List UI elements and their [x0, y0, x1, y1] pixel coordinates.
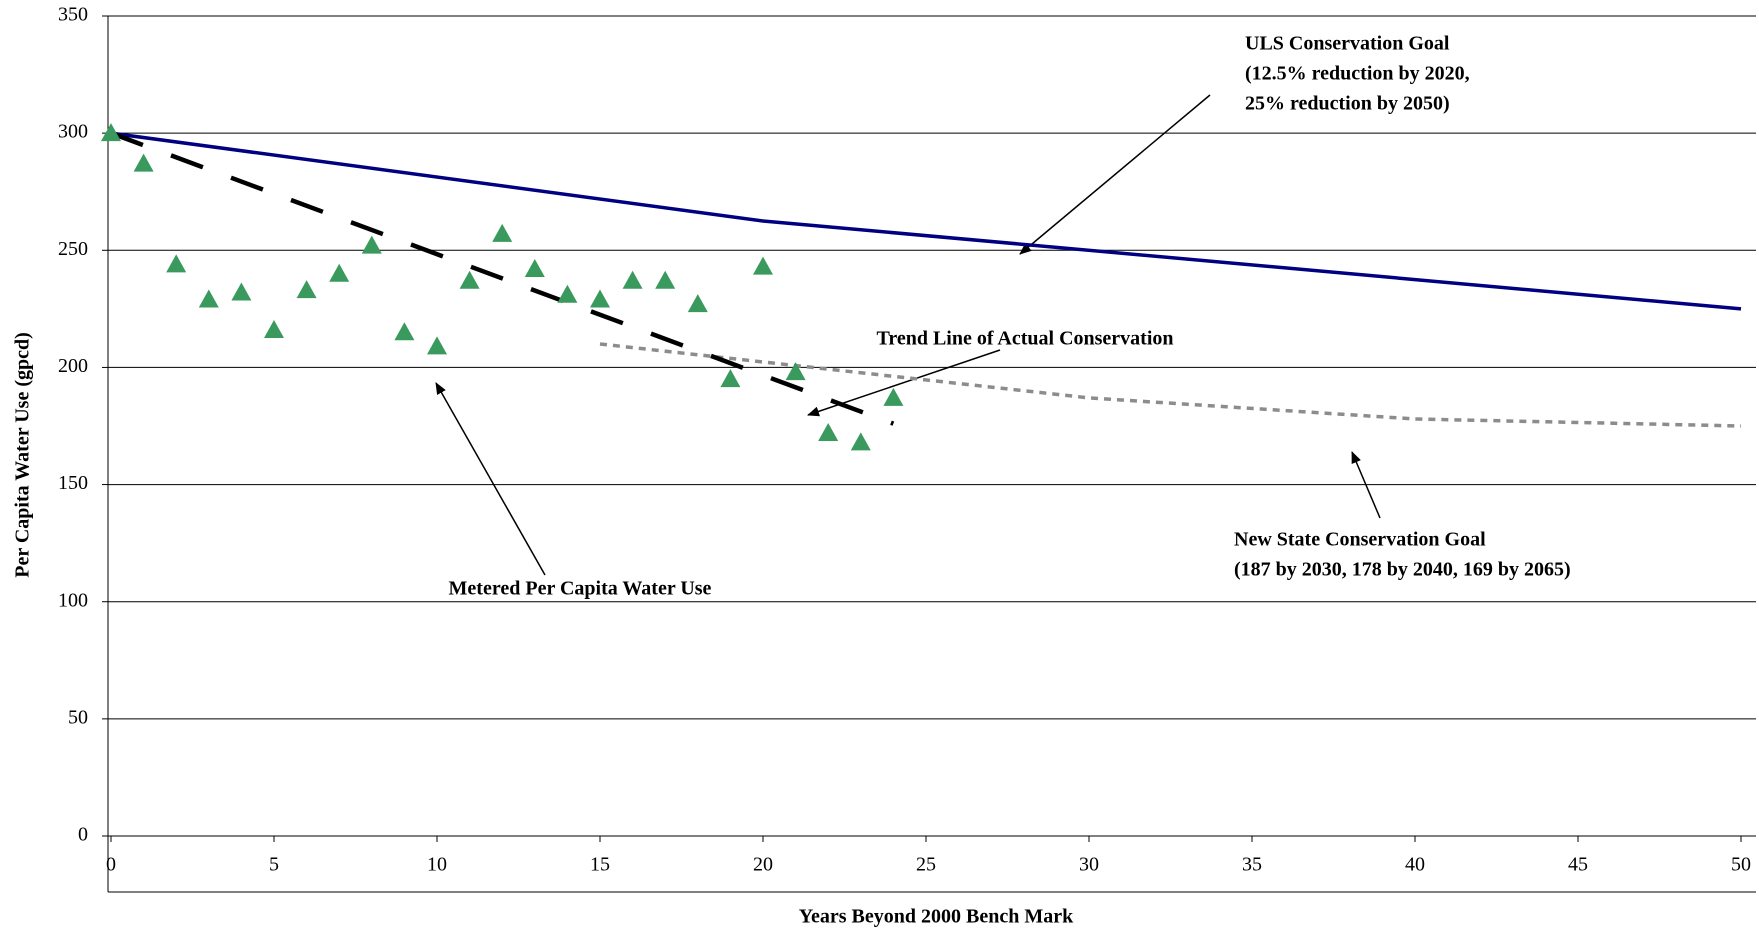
y-tick-label: 350: [58, 4, 88, 26]
marker: [687, 294, 708, 313]
marker: [655, 270, 676, 289]
marker: [459, 270, 480, 289]
y-tick-label: 250: [58, 238, 88, 260]
x-tick-label: 25: [916, 854, 936, 876]
marker: [133, 153, 154, 172]
marker: [883, 387, 904, 406]
arrow: [1019, 94, 1211, 255]
marker: [427, 336, 447, 355]
x-tick-label: 5: [269, 854, 279, 876]
y-tick-label: 200: [58, 355, 88, 377]
marker: [720, 369, 741, 388]
y-tick-label: 0: [78, 824, 88, 846]
marker: [264, 319, 284, 338]
marker: [818, 423, 839, 442]
marker: [785, 362, 806, 381]
x-tick-label: 35: [1242, 854, 1262, 876]
y-tick-label: 150: [58, 472, 88, 494]
x-tick-label: 30: [1079, 854, 1099, 876]
x-axis-title: Years Beyond 2000 Bench Mark: [799, 906, 1074, 928]
x-tick-label: 10: [427, 854, 447, 876]
x-tick-label: 15: [590, 854, 610, 876]
arrow: [435, 382, 546, 576]
marker: [101, 123, 121, 142]
y-tick-label: 300: [58, 121, 88, 143]
marker: [622, 270, 643, 289]
y-axis-title: Per Capita Water Use (gpcd): [12, 332, 34, 578]
y-tick-label: 50: [68, 706, 88, 728]
marker: [492, 223, 513, 242]
x-tick-label: 45: [1568, 854, 1588, 876]
line: [110, 131, 895, 426]
marker: [524, 259, 545, 278]
marker: [590, 289, 610, 308]
marker: [753, 256, 773, 275]
x-tick-label: 0: [106, 854, 116, 876]
marker: [361, 235, 382, 254]
marker: [850, 432, 871, 451]
line: [110, 131, 1742, 311]
annotation: Metered Per Capita Water Use: [449, 578, 712, 600]
marker: [394, 322, 415, 341]
annotation: (12.5% reduction by 2020,: [1245, 63, 1470, 85]
annotation: Trend Line of Actual Conservation: [876, 328, 1173, 350]
marker: [198, 289, 219, 308]
annotation: (187 by 2030, 178 by 2040, 169 by 2065): [1234, 559, 1571, 581]
x-tick-label: 20: [753, 854, 773, 876]
marker: [231, 282, 252, 301]
annotation: 25% reduction by 2050): [1245, 93, 1450, 115]
marker: [296, 280, 317, 299]
annotation: ULS Conservation Goal: [1245, 33, 1450, 55]
marker: [166, 254, 187, 273]
x-tick-label: 50: [1731, 854, 1751, 876]
annotation: New State Conservation Goal: [1234, 529, 1486, 551]
marker: [557, 284, 578, 303]
x-tick-label: 40: [1405, 854, 1425, 876]
marker: [329, 263, 350, 282]
arrow: [807, 349, 1001, 417]
y-tick-label: 100: [58, 589, 88, 611]
line: [599, 342, 1742, 428]
